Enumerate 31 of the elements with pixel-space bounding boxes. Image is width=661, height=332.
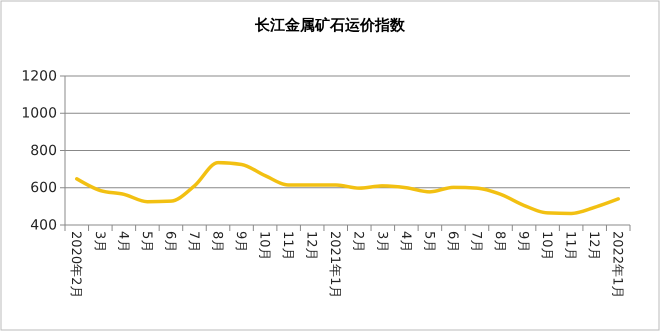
y-tick-label: 1000 <box>21 106 57 122</box>
x-tick-label: 10月 <box>256 231 272 261</box>
x-tick-label: 3月 <box>92 231 107 252</box>
x-tick-label: 8月 <box>492 231 507 252</box>
x-tick-label: 11月 <box>280 231 296 261</box>
x-tick-label: 11月 <box>562 231 578 261</box>
chart-title: 长江金属矿石运价指数 <box>254 16 406 34</box>
x-tick-label: 5月 <box>421 231 436 252</box>
x-tick-label: 9月 <box>233 231 248 252</box>
y-tick-label: 600 <box>30 180 57 196</box>
x-tick-label: 2021年1月 <box>327 231 342 298</box>
y-tick-label: 800 <box>30 142 57 159</box>
x-tick-label: 3月 <box>374 231 390 252</box>
x-tick-label: 2020年2月 <box>68 231 84 298</box>
x-tick-label: 4月 <box>115 231 130 252</box>
x-tick-label: 12月 <box>586 231 602 261</box>
y-tick-label: 1200 <box>21 68 57 84</box>
y-tick-label: 400 <box>30 217 57 234</box>
x-tick-label: 7月 <box>468 231 484 252</box>
x-tick-label: 10月 <box>539 231 554 261</box>
x-tick-label: 8月 <box>209 231 224 252</box>
x-tick-label: 2月 <box>350 231 366 252</box>
line-series <box>75 160 620 216</box>
x-tick-label: 6月 <box>162 231 178 252</box>
x-tick-label: 5月 <box>138 231 154 252</box>
x-tick-label: 7月 <box>186 231 201 252</box>
x-tick-label: 4月 <box>398 231 413 252</box>
x-tick-label: 12月 <box>304 231 319 261</box>
x-tick-label: 9月 <box>516 231 531 252</box>
x-tick-label: 2022年1月 <box>610 231 625 298</box>
x-tick-label: 6月 <box>444 231 460 252</box>
